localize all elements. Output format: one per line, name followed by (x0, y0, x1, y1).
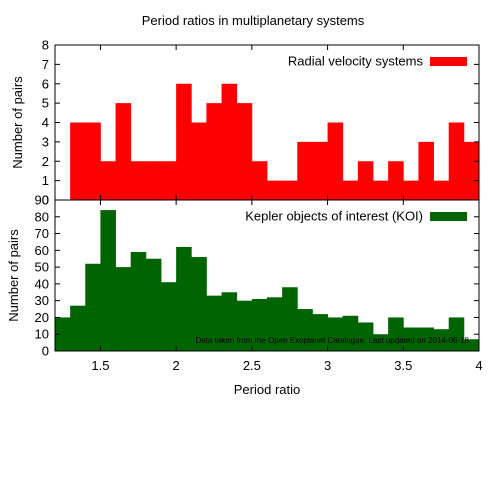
koi-x-tick-label: 4 (475, 358, 482, 373)
rv-y-tick-label: 8 (42, 38, 49, 53)
koi-bar (206, 295, 222, 351)
koi-y-tick-label: 50 (35, 260, 49, 275)
koi-bar (342, 315, 359, 351)
koi-bar (161, 282, 177, 351)
rv-legend-label: Radial velocity systems (288, 54, 424, 69)
koi-legend-label: Kepler objects of interest (KOI) (245, 209, 423, 224)
koi-bar (403, 327, 419, 351)
koi-bar (115, 267, 132, 351)
koi-bar (267, 297, 283, 351)
rv-bar (236, 103, 253, 200)
koi-bar (55, 317, 71, 351)
koi-y-tick-label: 30 (35, 293, 49, 308)
rv-bar (176, 83, 192, 200)
koi-bar (282, 287, 298, 351)
koi-bar (357, 322, 374, 351)
chart-title: Period ratios in multiplanetary systems (142, 13, 365, 28)
koi-bar (327, 317, 344, 351)
koi-bar (70, 305, 86, 351)
koi-bar (312, 314, 328, 351)
rv-bar (433, 180, 450, 200)
rv-bar (403, 180, 419, 200)
koi-y-tick-label: 10 (35, 327, 49, 342)
rv-bar (297, 141, 313, 200)
koi-y-tick-label: 40 (35, 276, 49, 291)
rv-y-tick-label: 3 (42, 134, 49, 149)
koi-y-tick-label: 70 (35, 226, 49, 241)
rv-bar (85, 122, 101, 200)
koi-bar (463, 339, 480, 351)
x-axis-label: Period ratio (234, 382, 300, 397)
rv-bar (221, 83, 238, 200)
koi-bar (100, 210, 116, 351)
rv-legend-swatch (430, 57, 467, 66)
rv-y-tick-label: 7 (42, 57, 49, 72)
rv-y-tick-label: 5 (42, 96, 49, 111)
koi-y-tick-label: 90 (35, 193, 49, 208)
rv-y-tick-label: 6 (42, 76, 49, 91)
rv-bar (312, 141, 328, 200)
koi-bar (85, 263, 101, 351)
rv-bar (388, 161, 404, 200)
rv-bar (327, 122, 344, 200)
rv-bar (100, 161, 116, 200)
koi-legend-swatch (430, 212, 467, 221)
rv-bar (448, 122, 465, 200)
koi-x-tick-label: 3 (324, 358, 331, 373)
rv-bar (357, 161, 374, 200)
rv-bar (161, 161, 177, 200)
rv-bar (251, 161, 268, 200)
rv-panel: 0 1 2 3 4 5 6 7 8 Number of pairs Radial velocity … (10, 38, 480, 208)
koi-bar (191, 257, 207, 351)
koi-bar (448, 317, 465, 351)
rv-y-tick-label: 2 (42, 154, 49, 169)
rv-y-tick-label: 1 (42, 173, 49, 188)
rv-bar (418, 141, 434, 200)
rv-bar (70, 122, 86, 200)
koi-x-tick-label: 2.5 (243, 358, 261, 373)
koi-y-tick-label: 20 (35, 310, 49, 325)
rv-bar (206, 103, 222, 200)
koi-bar (433, 329, 450, 351)
koi-bar (236, 300, 253, 351)
rv-y-axis-label: Number of pairs (10, 76, 25, 169)
rv-bar (282, 180, 298, 200)
koi-bar (130, 252, 147, 351)
rv-bar (342, 180, 359, 200)
koi-bar (418, 327, 434, 351)
koi-bar (251, 298, 268, 351)
koi-bar (388, 317, 404, 351)
rv-bar (267, 180, 283, 200)
rv-bar (373, 180, 389, 200)
rv-bar (115, 103, 132, 200)
koi-y-tick-label: 0 (42, 344, 49, 359)
rv-bar (130, 161, 147, 200)
koi-x-tick-label: 3.5 (394, 358, 412, 373)
koi-y-tick-label: 60 (35, 243, 49, 258)
rv-bar (145, 161, 162, 200)
data-source-note: Data taken from the Open Exoplanet Catal… (195, 336, 469, 345)
koi-plot-frame (54, 199, 480, 352)
rv-bar (191, 122, 207, 200)
koi-y-axis-label: Number of pairs (6, 229, 21, 322)
koi-bar (373, 334, 389, 351)
koi-bar (297, 309, 313, 351)
rv-bar (463, 141, 480, 200)
koi-bar (145, 258, 162, 351)
koi-bar (221, 292, 238, 351)
rv-y-tick-label: 0 (42, 193, 49, 208)
koi-x-tick-label: 1.5 (91, 358, 109, 373)
koi-x-tick-label: 2 (173, 358, 180, 373)
koi-bar (176, 246, 192, 351)
koi-y-tick-label: 80 (35, 209, 49, 224)
rv-y-tick-label: 4 (42, 115, 49, 130)
